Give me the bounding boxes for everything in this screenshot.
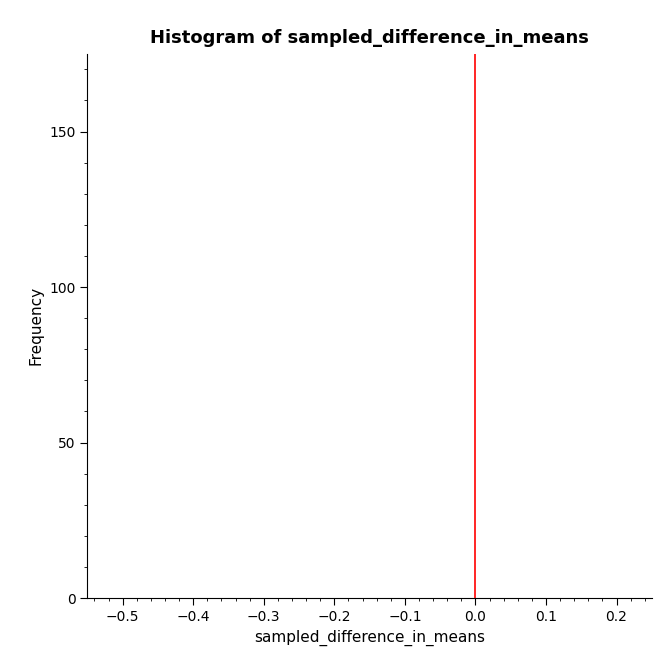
X-axis label: sampled_difference_in_means: sampled_difference_in_means (254, 630, 485, 646)
Y-axis label: Frequency: Frequency (29, 286, 44, 366)
Title: Histogram of sampled_difference_in_means: Histogram of sampled_difference_in_means (150, 29, 589, 46)
